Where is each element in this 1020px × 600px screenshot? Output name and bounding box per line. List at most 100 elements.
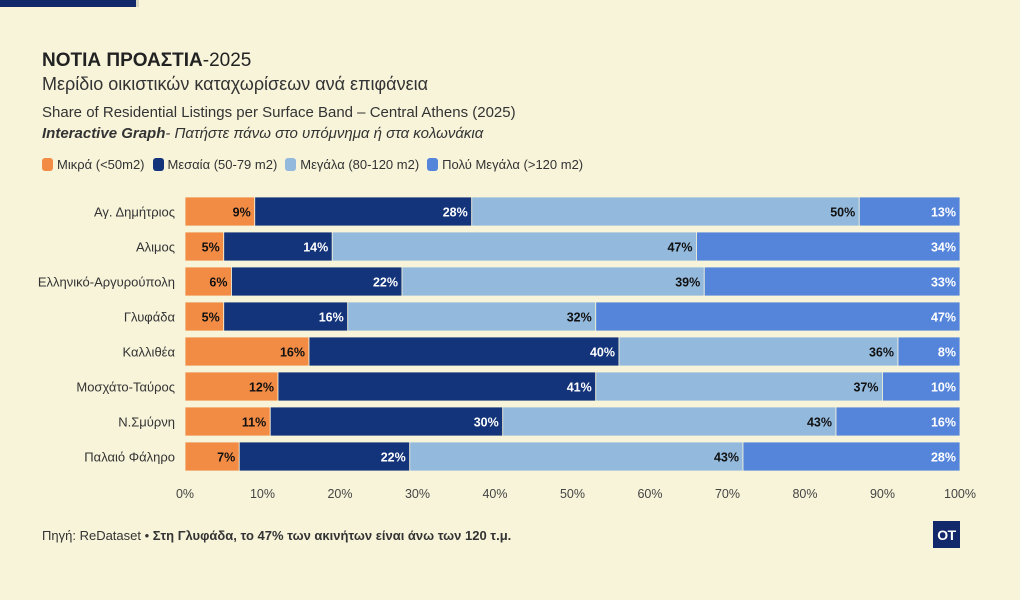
legend-item-medium[interactable]: Μεσαία (50-79 m2) [152,157,277,172]
x-tick-label: 30% [405,487,430,501]
legend: Μικρά (<50m2) Μεσαία (50-79 m2) Μεγάλα (… [42,157,583,172]
x-tick-label: 20% [327,487,352,501]
footer-note: Στη Γλυφάδα, το 47% των ακινήτων είναι ά… [152,528,512,543]
bar-segment-xlarge[interactable] [897,336,961,367]
category-label: Μοσχάτο-Ταύρος [76,380,175,395]
bar-segment-small[interactable] [184,406,271,437]
bar-segment-large[interactable] [618,336,899,367]
bar-value-label: 16% [931,416,956,430]
legend-swatch-large [285,158,297,171]
x-tick-label: 60% [637,487,662,501]
bar-value-label: 9% [233,206,251,220]
legend-item-xlarge[interactable]: Πολύ Μεγάλα (>120 m2) [427,157,583,172]
footer-source: Πηγή: ReDataset • [42,528,153,543]
bar-value-label: 12% [249,381,274,395]
x-tick-label: 70% [715,487,740,501]
bar-segment-small[interactable] [184,371,279,402]
bar-segment-large[interactable] [502,406,837,437]
bar-value-label: 22% [381,451,406,465]
bar-value-label: 32% [567,311,592,325]
english-title: Share of Residential Listings per Surfac… [42,104,516,121]
bar-segment-small[interactable] [184,441,240,472]
bar-segment-medium[interactable] [223,301,349,332]
bar-value-label: 14% [303,241,328,255]
bar-value-label: 43% [807,416,832,430]
interactive-hint: Interactive Graph- Πατήστε πάνω στο υπόμ… [42,125,483,142]
bar-segment-medium[interactable] [308,336,620,367]
bar-value-label: 11% [242,416,266,430]
interactive-hint-text: - Πατήστε πάνω στο υπόμνημα ή στα κολωνά… [165,125,484,142]
bar-value-label: 43% [714,451,739,465]
category-label: Αγ. Δημήτριος [94,205,175,220]
bar-segment-small[interactable] [184,336,310,367]
bar-value-label: 13% [931,206,956,220]
bar-value-label: 50% [830,206,855,220]
bar-value-label: 47% [931,311,956,325]
bar-value-label: 5% [202,241,220,255]
legend-label-small: Μικρά (<50m2) [57,157,145,172]
legend-label-large: Μεγάλα (80-120 m2) [300,157,420,172]
bar-segment-medium[interactable] [231,266,403,297]
bar-segment-xlarge[interactable] [835,406,961,437]
bar-segment-xlarge[interactable] [703,266,961,297]
bar-segment-large[interactable] [401,266,705,297]
chart-title-bold: ΝΟΤΙΑ ΠΡΟΑΣΤΙΑ [42,50,203,71]
legend-swatch-small [42,158,53,171]
footer: Πηγή: ReDataset • Στη Γλυφάδα, το 47% τω… [42,528,511,543]
chart-subtitle: Μερίδιο οικιστικών καταχωρίσεων ανά επιφ… [42,74,429,94]
top-accent-bar-secondary [136,0,139,7]
x-tick-label: 10% [250,487,275,501]
ot-logo: OT [933,521,960,548]
bar-value-label: 37% [853,381,878,395]
legend-swatch-medium [152,158,164,171]
bar-segment-small[interactable] [184,266,232,297]
x-tick-label: 90% [870,487,895,501]
bar-segment-small[interactable] [184,196,256,227]
bar-value-label: 6% [209,276,227,290]
category-label: Ν.Σμύρνη [118,415,175,430]
x-tick-label: 50% [560,487,585,501]
bar-segment-xlarge[interactable] [882,371,961,402]
bar-segment-medium[interactable] [269,406,504,437]
bar-value-label: 33% [931,276,956,290]
bar-segment-medium[interactable] [277,371,597,402]
bar-value-label: 16% [319,311,344,325]
x-tick-label: 40% [482,487,507,501]
bar-value-label: 5% [202,311,220,325]
bar-segment-medium[interactable] [254,196,473,227]
x-tick-label: 0% [176,487,194,501]
bar-value-label: 10% [931,381,956,395]
bar-segment-large[interactable] [347,301,597,332]
bar-segment-medium[interactable] [238,441,411,472]
bar-segment-xlarge[interactable] [696,231,961,262]
bar-value-label: 28% [443,206,468,220]
bar-segment-large[interactable] [471,196,860,227]
bar-segment-large[interactable] [409,441,744,472]
bar-segment-large[interactable] [331,231,697,262]
category-label: Καλλιθέα [123,345,176,360]
legend-swatch-xlarge [427,158,439,171]
category-label: Παλαιό Φάληρο [84,450,175,465]
bar-segment-xlarge[interactable] [742,441,961,472]
bar-value-label: 40% [590,346,615,360]
x-tick-label: 80% [792,487,817,501]
bar-segment-small[interactable] [184,301,225,332]
bar-value-label: 39% [675,276,700,290]
category-label: Αλιμος [136,240,175,255]
bar-value-label: 30% [474,416,499,430]
category-label: Γλυφάδα [124,310,176,325]
legend-item-small[interactable]: Μικρά (<50m2) [42,157,145,172]
bar-value-label: 28% [931,451,956,465]
top-accent-bar [0,0,136,7]
bar-segment-small[interactable] [184,231,225,262]
legend-item-large[interactable]: Μεγάλα (80-120 m2) [285,157,419,172]
bar-value-label: 47% [667,241,692,255]
bar-segment-large[interactable] [595,371,883,402]
bar-value-label: 22% [373,276,398,290]
bar-segment-xlarge[interactable] [858,196,961,227]
bar-segment-xlarge[interactable] [595,301,961,332]
bar-segment-medium[interactable] [223,231,333,262]
bar-value-label: 41% [567,381,592,395]
chart-title-year: -2025 [202,50,252,71]
